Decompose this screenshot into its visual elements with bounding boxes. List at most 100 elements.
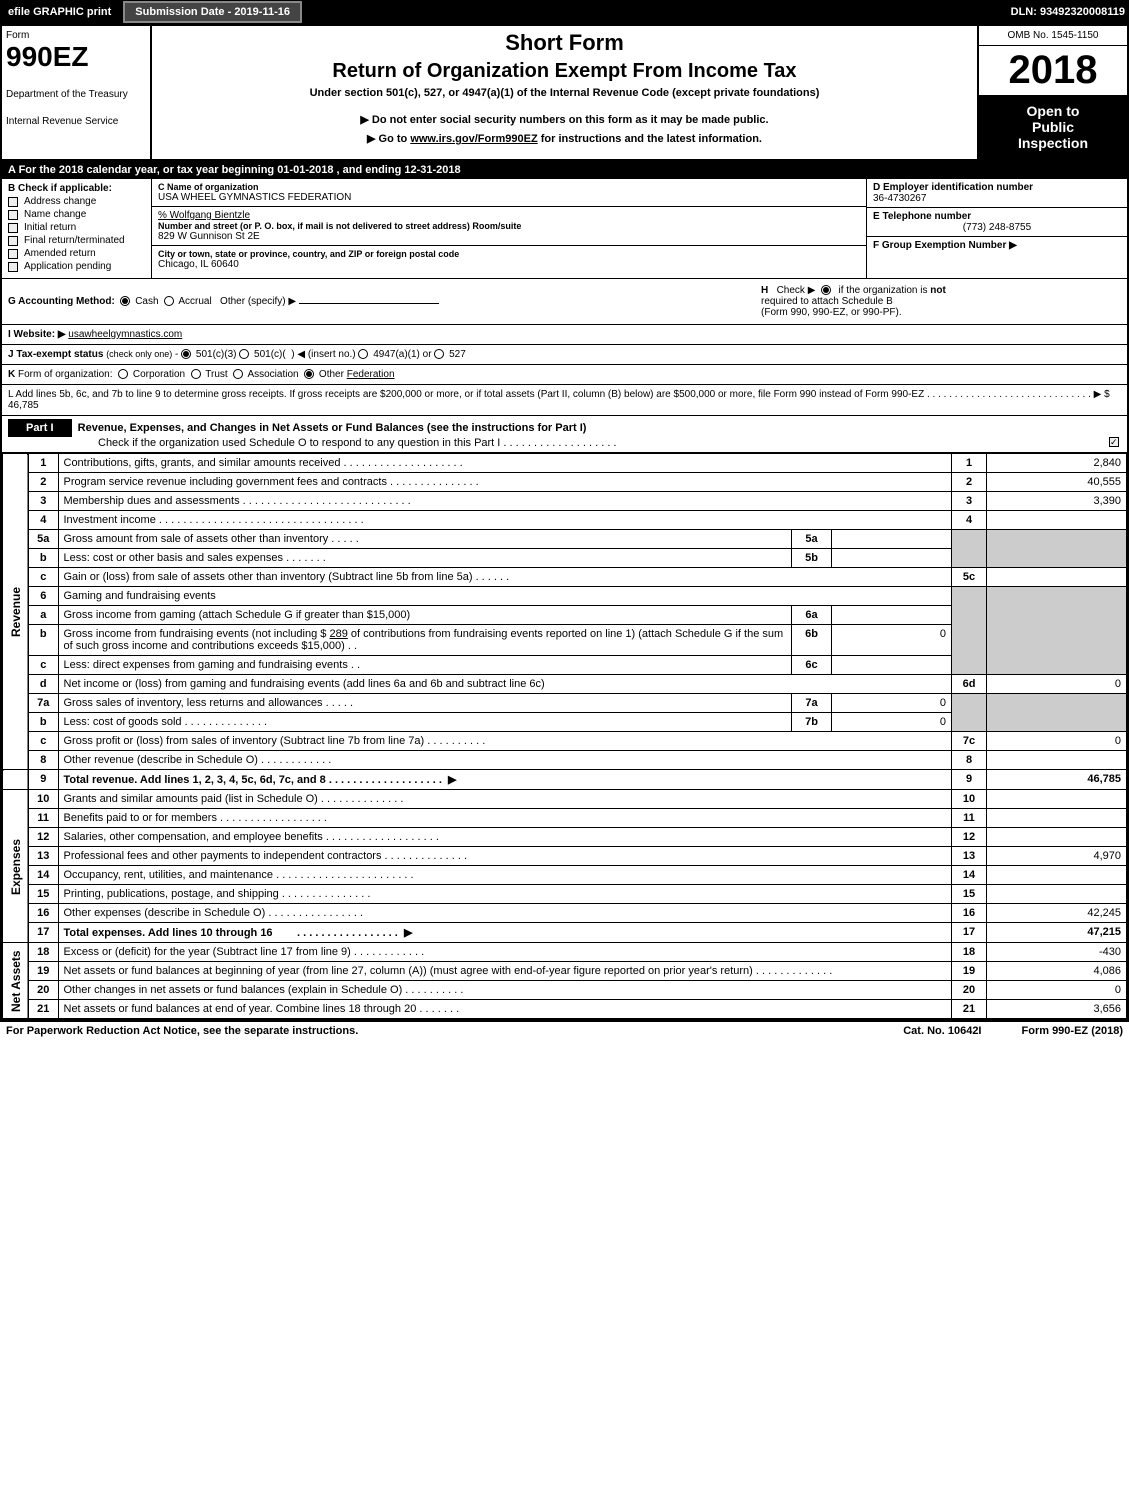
section-H: H Check ▶ if the organization is not req…: [761, 285, 1121, 318]
cb-final-return[interactable]: Final return/terminated: [8, 235, 145, 246]
note2-post: for instructions and the latest informat…: [538, 133, 762, 145]
line-4: 4 Investment income . . . . . . . . . . …: [3, 511, 1127, 530]
street-row: % Wolfgang Bientzle Number and street (o…: [152, 207, 866, 246]
line-14: 14 Occupancy, rent, utilities, and maint…: [3, 866, 1127, 885]
section-C: C Name of organization USA WHEEL GYMNAST…: [152, 179, 867, 278]
line-desc: Occupancy, rent, utilities, and maintena…: [58, 866, 952, 885]
line-desc: Less: direct expenses from gaming and fu…: [58, 656, 792, 675]
line-num: 6: [28, 587, 58, 606]
line-num: 18: [28, 943, 58, 962]
radio-501c-icon[interactable]: [239, 349, 249, 359]
line-5a: 5a Gross amount from sale of assets othe…: [3, 530, 1127, 549]
line-val: 4,086: [987, 962, 1127, 981]
row-I: I Website: ▶ usawheelgymnastics.com: [2, 325, 1127, 345]
line-num: 12: [28, 828, 58, 847]
line-val: 46,785: [987, 770, 1127, 790]
line-val: 4,970: [987, 847, 1127, 866]
accrual-label: Accrual: [178, 296, 211, 307]
h-line1: H Check ▶ if the organization is not: [761, 285, 1121, 296]
radio-4947-icon[interactable]: [358, 349, 368, 359]
line-desc: Gross income from gaming (attach Schedul…: [58, 606, 792, 625]
top-bar: efile GRAPHIC print Submission Date - 20…: [0, 0, 1129, 24]
line-10: Expenses 10 Grants and similar amounts p…: [3, 790, 1127, 809]
part1-title: Revenue, Expenses, and Changes in Net As…: [78, 422, 587, 434]
cb-amended-return[interactable]: Amended return: [8, 248, 145, 259]
radio-cash-icon[interactable]: [120, 296, 130, 306]
sub-num: 7a: [792, 694, 832, 713]
line-desc: Membership dues and assessments . . . . …: [58, 492, 952, 511]
line-rnum: 5c: [952, 568, 987, 587]
part1-checkbox-icon[interactable]: [1109, 437, 1119, 447]
row-L: L Add lines 5b, 6c, and 7b to line 9 to …: [2, 385, 1127, 416]
line-19: 19 Net assets or fund balances at beginn…: [3, 962, 1127, 981]
group-exemption-row: F Group Exemption Number ▶: [867, 237, 1127, 254]
footer-catno: Cat. No. 10642I: [903, 1025, 981, 1037]
part1-table: Revenue 1 Contributions, gifts, grants, …: [2, 453, 1127, 1019]
line-desc: Net assets or fund balances at end of ye…: [58, 1000, 952, 1019]
line-desc: Excess or (deficit) for the year (Subtra…: [58, 943, 952, 962]
irs-link[interactable]: www.irs.gov/Form990EZ: [410, 133, 537, 145]
open-line3: Inspection: [983, 135, 1123, 151]
line-val: -430: [987, 943, 1127, 962]
line-desc: Program service revenue including govern…: [58, 473, 952, 492]
line-val: 47,215: [987, 923, 1127, 943]
line-val: [987, 809, 1127, 828]
line-1: Revenue 1 Contributions, gifts, grants, …: [3, 454, 1127, 473]
cb-label: Initial return: [24, 222, 76, 233]
dept-irs: Internal Revenue Service: [6, 116, 146, 127]
line-num: 1: [28, 454, 58, 473]
line-3: 3 Membership dues and assessments . . . …: [3, 492, 1127, 511]
line-7c: c Gross profit or (loss) from sales of i…: [3, 732, 1127, 751]
spacer: [3, 770, 29, 790]
line-num: 5a: [28, 530, 58, 549]
radio-accrual-icon[interactable]: [164, 296, 174, 306]
line-rnum: 17: [952, 923, 987, 943]
shaded-cell: [987, 694, 1127, 732]
cb-name-change[interactable]: Name change: [8, 209, 145, 220]
sub-val: 0: [832, 713, 952, 732]
radio-527-icon[interactable]: [434, 349, 444, 359]
line-desc: Total expenses. Add lines 10 through 16 …: [58, 923, 952, 943]
radio-h-icon[interactable]: [821, 285, 831, 295]
city-row: City or town, state or province, country…: [152, 246, 866, 273]
footer-left: For Paperwork Reduction Act Notice, see …: [6, 1025, 358, 1037]
cb-address-change[interactable]: Address change: [8, 196, 145, 207]
shaded-cell: [952, 530, 987, 568]
h-line3: (Form 990, 990-EZ, or 990-PF).: [761, 307, 1121, 318]
radio-other-icon[interactable]: [304, 369, 314, 379]
radio-501c3-icon[interactable]: [181, 349, 191, 359]
line-val: 0: [987, 981, 1127, 1000]
radio-corp-icon[interactable]: [118, 369, 128, 379]
line-num: 16: [28, 904, 58, 923]
section-DEF: D Employer identification number 36-4730…: [867, 179, 1127, 278]
k-other-value: Federation: [347, 369, 395, 380]
line-num: 20: [28, 981, 58, 1000]
line-rnum: 6d: [952, 675, 987, 694]
radio-assoc-icon[interactable]: [233, 369, 243, 379]
line-rnum: 21: [952, 1000, 987, 1019]
d-label: D Employer identification number: [873, 182, 1121, 193]
line-desc: Gain or (loss) from sale of assets other…: [58, 568, 952, 587]
revenue-side-label: Revenue: [3, 454, 29, 770]
line-val: [987, 751, 1127, 770]
part1-badge: Part I: [8, 419, 72, 437]
dept-treasury: Department of the Treasury: [6, 89, 146, 100]
cb-application-pending[interactable]: Application pending: [8, 261, 145, 272]
other-specify-input[interactable]: [299, 303, 439, 304]
efile-label: efile GRAPHIC print: [4, 6, 115, 18]
i-label: I Website: ▶: [8, 329, 66, 340]
line-num: c: [28, 732, 58, 751]
radio-trust-icon[interactable]: [191, 369, 201, 379]
shaded-cell: [952, 587, 987, 675]
org-name-row: C Name of organization USA WHEEL GYMNAST…: [152, 179, 866, 207]
line-desc: Investment income . . . . . . . . . . . …: [58, 511, 952, 530]
h-line2: required to attach Schedule B: [761, 296, 1121, 307]
b-heading: B Check if applicable:: [8, 183, 145, 194]
line-desc: Gross income from fundraising events (no…: [58, 625, 792, 656]
cb-initial-return[interactable]: Initial return: [8, 222, 145, 233]
line-val: 0: [987, 732, 1127, 751]
line-num: 17: [28, 923, 58, 943]
line-desc: Printing, publications, postage, and shi…: [58, 885, 952, 904]
line-num: d: [28, 675, 58, 694]
checkbox-icon: [8, 210, 18, 220]
